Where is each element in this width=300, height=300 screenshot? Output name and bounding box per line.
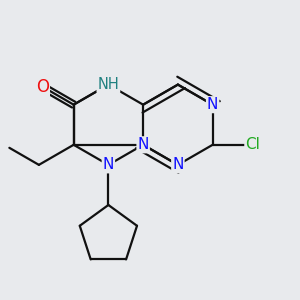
- Text: N: N: [137, 137, 149, 152]
- Text: N: N: [207, 97, 218, 112]
- Text: N: N: [172, 158, 184, 172]
- Text: N: N: [103, 158, 114, 172]
- Text: NH: NH: [98, 77, 119, 92]
- Text: O: O: [36, 78, 49, 96]
- Text: Cl: Cl: [245, 137, 260, 152]
